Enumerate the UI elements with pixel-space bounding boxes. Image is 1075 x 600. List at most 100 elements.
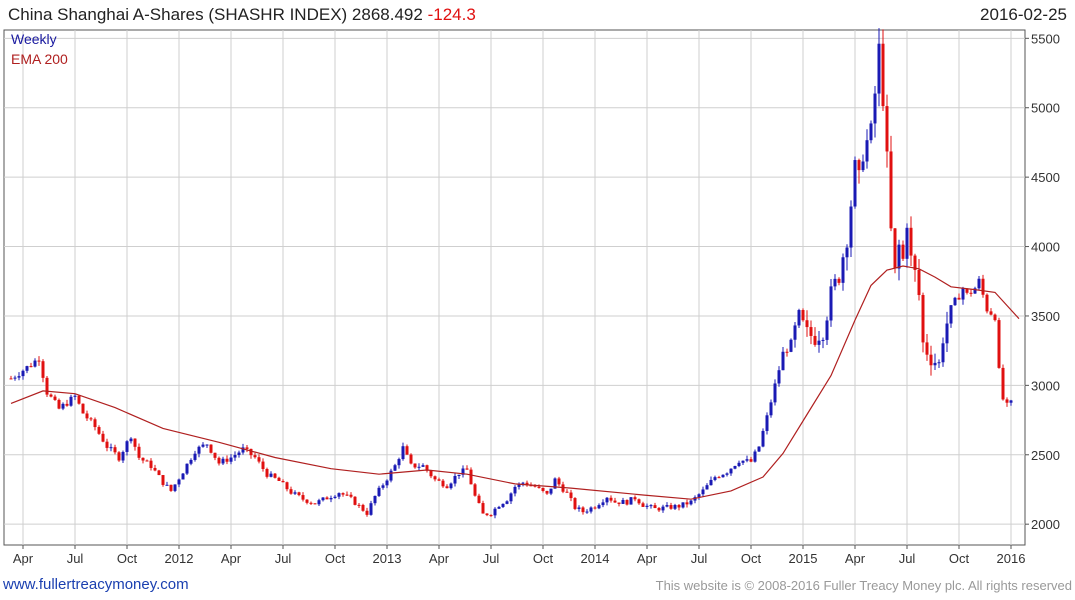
candle-body: [473, 484, 477, 496]
candle-body: [749, 459, 753, 462]
candle-body: [429, 470, 433, 477]
candle-body: [625, 499, 629, 505]
candle-body: [153, 467, 157, 471]
candle-body: [961, 288, 965, 300]
candle-body: [605, 497, 609, 503]
candle-body: [309, 502, 313, 504]
candle-body: [389, 470, 393, 481]
candle-body: [489, 515, 493, 517]
candle-body: [861, 161, 865, 171]
candle-body: [817, 340, 821, 345]
candle-body: [421, 465, 425, 467]
candle-body: [853, 160, 857, 207]
candle-body: [17, 376, 21, 378]
candle-body: [713, 477, 717, 480]
x-tick-label: Jul: [899, 551, 916, 566]
candle-body: [145, 460, 149, 462]
candle-body: [849, 206, 853, 248]
candle-body: [277, 477, 281, 481]
x-tick-label: Apr: [429, 551, 450, 566]
candle-body: [433, 476, 437, 480]
candle-body: [677, 505, 681, 508]
candle-body: [321, 497, 325, 501]
candle-body: [633, 497, 637, 500]
y-tick-label: 3000: [1031, 378, 1060, 393]
candle-body: [381, 485, 385, 488]
candle-body: [365, 510, 369, 515]
x-tick-label: 2013: [373, 551, 402, 566]
candle-body: [257, 457, 261, 462]
candle-body: [25, 366, 29, 371]
candle-body: [221, 458, 225, 464]
candle-body: [617, 502, 621, 504]
x-tick-label: Jul: [67, 551, 84, 566]
y-tick-label: 2000: [1031, 517, 1060, 532]
candle-body: [241, 447, 245, 453]
candle-body: [313, 503, 317, 505]
candle-body: [397, 459, 401, 466]
candle-body: [709, 479, 713, 486]
candle-body: [737, 462, 741, 466]
candle-body: [929, 354, 933, 366]
candle-body: [149, 460, 153, 468]
x-tick-label: Jul: [275, 551, 292, 566]
candle-body: [209, 444, 213, 453]
candle-body: [141, 457, 145, 461]
candle-body: [469, 469, 473, 485]
candle-body: [665, 505, 669, 507]
candle-body: [305, 499, 309, 503]
candle-body: [685, 502, 689, 505]
candle-body: [1001, 367, 1005, 400]
candle-body: [997, 320, 1001, 368]
candle-body: [725, 473, 729, 475]
candle-body: [949, 305, 953, 324]
x-tick-label: Oct: [949, 551, 970, 566]
candle-body: [457, 474, 461, 476]
candle-body: [289, 489, 293, 494]
candle-body: [937, 362, 941, 364]
candle-body: [657, 508, 661, 511]
candle-body: [245, 447, 249, 449]
candle-body: [169, 484, 173, 491]
candle-body: [793, 325, 797, 340]
y-tick-label: 3500: [1031, 309, 1060, 324]
candle-body: [781, 351, 785, 371]
candle-body: [729, 468, 733, 474]
candle-body: [653, 505, 657, 509]
title-main: China Shanghai A-Shares (SHASHR INDEX) 2…: [8, 5, 423, 24]
candle-body: [409, 454, 413, 464]
candle-body: [193, 453, 197, 460]
candle-body: [541, 487, 545, 491]
candle-body: [445, 486, 449, 489]
candle-body: [301, 495, 305, 500]
candle-body: [93, 419, 97, 428]
candle-body: [441, 480, 445, 487]
candle-body: [329, 498, 333, 500]
footer-website-link[interactable]: www.fullertreacymoney.com: [3, 576, 189, 593]
candle-body: [81, 403, 85, 414]
candle-body: [977, 278, 981, 289]
candle-body: [601, 502, 605, 506]
candle-body: [885, 106, 889, 152]
candle-body: [521, 482, 525, 484]
candle-body: [673, 505, 677, 509]
candle-body: [889, 151, 893, 229]
candle-body: [353, 496, 357, 505]
candle-body: [833, 278, 837, 287]
candle-body: [405, 446, 409, 455]
candle-body: [989, 311, 993, 315]
candle-body: [873, 93, 877, 124]
candle-body: [661, 506, 665, 511]
x-tick-label: 2015: [789, 551, 818, 566]
candle-body: [73, 395, 77, 397]
candle-body: [161, 475, 165, 485]
candle-body: [741, 460, 745, 463]
candle-body: [337, 493, 341, 497]
y-tick-label: 2500: [1031, 448, 1060, 463]
candle-body: [497, 506, 501, 509]
candle-body: [213, 452, 217, 458]
candle-body: [829, 286, 833, 321]
candle-body: [21, 370, 25, 377]
candle-body: [285, 482, 289, 490]
candle-body: [217, 457, 221, 464]
